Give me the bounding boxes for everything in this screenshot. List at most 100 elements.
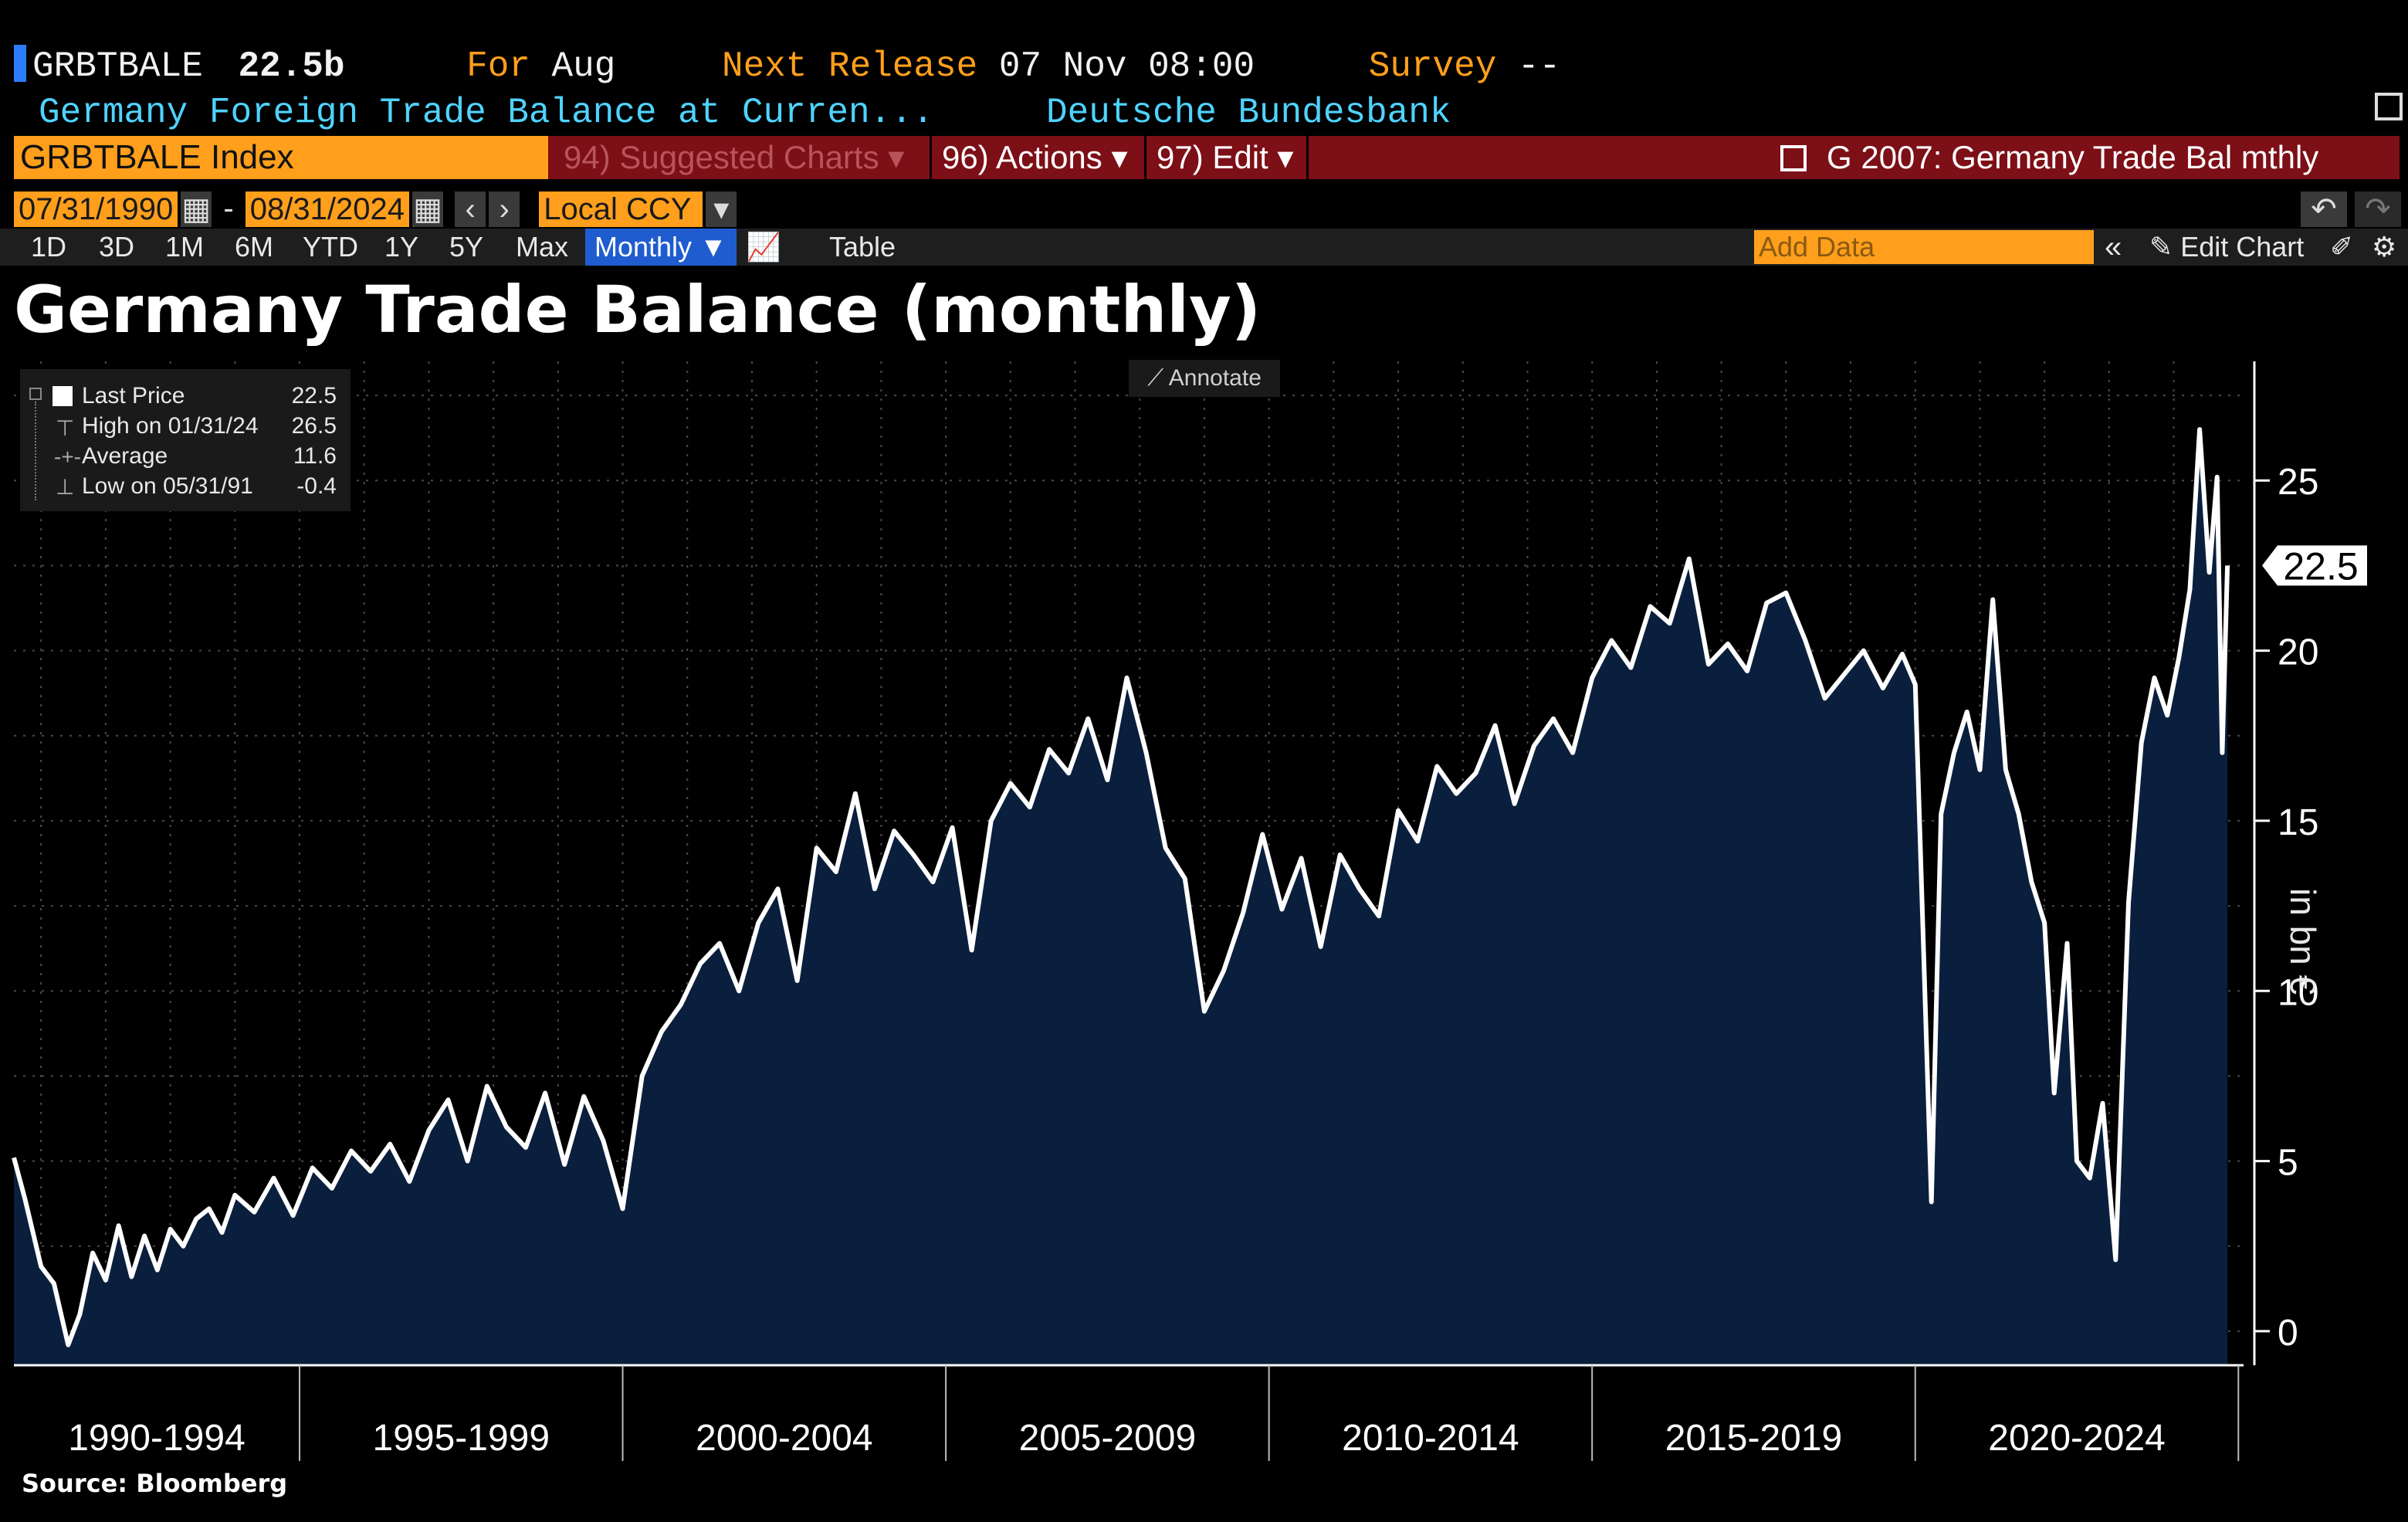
chart-ticks: 0 5 10 15 20 25 1990-1994 1995-1999 2000-2004 200… [68, 462, 2318, 1459]
next-release-label: Next Release [721, 46, 978, 86]
x-tick-label: 2000-2004 [696, 1418, 873, 1459]
security-description-row: Germany Foreign Trade Balance at Curren.… [39, 93, 1451, 133]
edit-chart-button[interactable]: ✎ Edit Chart [2149, 229, 2304, 266]
y-tick-label: 10 [2278, 972, 2318, 1013]
low-marker-icon: ⊥ [56, 475, 75, 499]
pencil-icon: ⟋ [1147, 365, 1164, 391]
chevron-right-icon[interactable]: › [489, 192, 520, 227]
x-tick-label: 2010-2014 [1342, 1418, 1519, 1459]
actions-menu[interactable]: 96) Actions ▾ [942, 136, 1128, 179]
x-tick-label: 2015-2019 [1665, 1418, 1843, 1459]
series-line [12, 427, 2230, 1347]
chevron-left-icon[interactable]: ‹ [455, 192, 486, 227]
edit-chart-label: Edit Chart [2180, 231, 2305, 263]
chart-title-link[interactable]: G 2007: Germany Trade Bal mthly [1780, 136, 2318, 179]
legend-row-average: Average 11.6 [82, 442, 344, 471]
annotate-label: Annotate [1168, 365, 1262, 391]
legend-value: 11.6 [293, 443, 337, 469]
chart-title-label: G 2007: Germany Trade Bal mthly [1827, 139, 2319, 175]
frequency-select[interactable]: Monthly ▼ [585, 229, 737, 266]
legend-value: -0.4 [296, 473, 337, 499]
x-tick-label: 2005-2009 [1019, 1418, 1197, 1459]
legend-label: Low on 05/31/91 [82, 473, 253, 499]
chevron-down-icon: ▾ [888, 139, 905, 175]
period-3d[interactable]: 3D [99, 231, 135, 263]
last-value-tag [2262, 545, 2367, 586]
security-input[interactable]: GRBTBALE Index [14, 136, 548, 179]
source-note: Source: Bloomberg [22, 1469, 288, 1498]
gear-icon[interactable]: ⚙ [2372, 231, 2397, 263]
period-ytd[interactable]: YTD [303, 231, 358, 263]
x-tick-label: 1990-1994 [68, 1418, 246, 1459]
average-marker-icon: -+- [54, 445, 81, 469]
y-tick-label: 25 [2278, 462, 2318, 503]
for-value: Aug [551, 46, 616, 86]
edit-menu[interactable]: 97) Edit ▾ [1157, 136, 1294, 179]
last-value-marker: 22.5 [2262, 544, 2367, 588]
legend-swatch-last [52, 386, 73, 406]
external-link-icon [1780, 145, 1807, 171]
suggested-charts-label: 94) Suggested Charts [564, 139, 879, 175]
date-range-row: 07/31/1990 ▦ - 08/31/2024 ▦ ‹ › Local CCY ▾ [14, 192, 737, 227]
date-range-dash: - [223, 192, 234, 225]
suggested-charts-menu[interactable]: 94) Suggested Charts ▾ [564, 136, 904, 179]
menu-divider [1144, 136, 1146, 179]
start-date-input[interactable]: 07/31/1990 [14, 192, 178, 227]
end-date-input[interactable]: 08/31/2024 [245, 192, 409, 227]
data-source-name: Deutsche Bundesbank [1046, 93, 1451, 133]
security-header: GRBTBALE 22.5b For Aug Next Release 07 N… [14, 45, 2392, 91]
legend-tree-line [35, 402, 38, 500]
x-tick-label: 2020-2024 [1988, 1418, 2166, 1459]
next-release-value: 07 Nov 08:00 [998, 46, 1255, 86]
security-description: Germany Foreign Trade Balance at Curren.… [39, 93, 934, 133]
legend-label: Average [82, 443, 168, 469]
table-tab[interactable]: Table [829, 231, 896, 263]
chevron-down-icon: ▾ [1277, 139, 1294, 175]
add-data-input[interactable]: Add Data [1754, 230, 2094, 264]
line-chart-icon[interactable]: 📈 [746, 231, 781, 263]
period-1y[interactable]: 1Y [384, 231, 419, 263]
legend-row-low: Low on 05/31/91 -0.4 [82, 472, 344, 501]
last-value: 22.5b [238, 46, 345, 86]
high-marker-icon: ⊤ [56, 416, 75, 440]
chevron-down-icon: ▼ [699, 231, 727, 263]
popout-icon[interactable] [2375, 93, 2403, 120]
y-tick-label: 0 [2278, 1313, 2298, 1354]
chart-legend: ⊤ -+- ⊥ Last Price 22.5 High on 01/31/24 2… [20, 369, 351, 511]
last-value-label: 22.5 [2283, 544, 2358, 588]
pencil-icon: ✎ [2149, 231, 2173, 263]
chart-axes [14, 361, 2256, 1461]
legend-value: 22.5 [291, 383, 337, 408]
y-tick-label: 5 [2278, 1143, 2298, 1184]
survey-label: Survey [1368, 46, 1497, 86]
for-label: For [466, 46, 530, 86]
y-tick-label: 15 [2278, 802, 2318, 843]
frequency-label: Monthly [594, 231, 693, 263]
collapse-icon[interactable]: « [2105, 230, 2122, 264]
chart-title: Germany Trade Balance (monthly) [14, 272, 1262, 347]
calendar-icon[interactable]: ▦ [411, 192, 443, 227]
edit-label: 97) Edit [1157, 139, 1268, 175]
y-tick-label: 20 [2278, 632, 2318, 673]
y-axis-label: in bn € [2283, 888, 2323, 995]
currency-select[interactable]: Local CCY [539, 192, 703, 227]
chevron-down-icon[interactable]: ▾ [706, 192, 737, 227]
survey-value: -- [1517, 46, 1561, 86]
x-tick-label: 1995-1999 [373, 1418, 550, 1459]
period-max[interactable]: Max [516, 231, 569, 263]
legend-row-high: High on 01/31/24 26.5 [82, 412, 344, 441]
period-6m[interactable]: 6M [235, 231, 274, 263]
menu-divider [1306, 136, 1309, 179]
period-1d[interactable]: 1D [31, 231, 67, 263]
menu-divider [930, 136, 932, 179]
period-1m[interactable]: 1M [165, 231, 205, 263]
chart-settings-icon[interactable]: ✐ [2330, 231, 2354, 263]
undo-icon[interactable]: ↶ [2301, 192, 2347, 227]
legend-label: High on 01/31/24 [82, 413, 259, 439]
focus-indicator [14, 45, 26, 82]
period-5y[interactable]: 5Y [449, 231, 484, 263]
annotate-button[interactable]: ⟋ Annotate [1129, 360, 1280, 397]
redo-icon[interactable]: ↷ [2355, 192, 2401, 227]
calendar-icon[interactable]: ▦ [181, 192, 212, 227]
